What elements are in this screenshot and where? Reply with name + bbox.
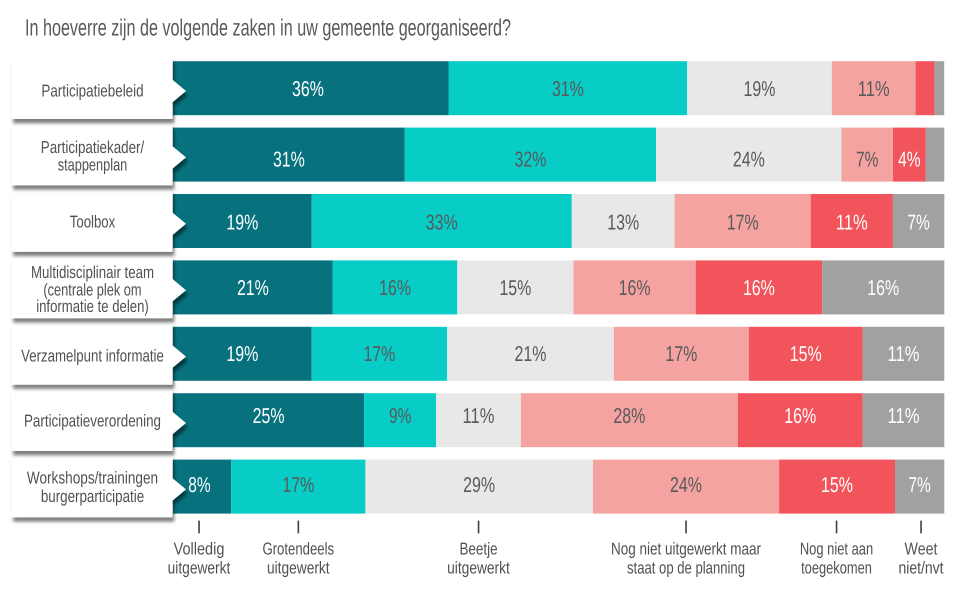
svg-text:19%: 19% [744, 77, 776, 101]
svg-text:9%: 9% [389, 404, 411, 428]
svg-text:Verzamelpunt informatie: Verzamelpunt informatie [21, 346, 164, 366]
svg-text:Volledig: Volledig [174, 539, 225, 559]
svg-text:11%: 11% [463, 404, 495, 428]
svg-text:11%: 11% [836, 210, 868, 234]
svg-text:33%: 33% [426, 210, 458, 234]
svg-text:17%: 17% [665, 342, 697, 366]
svg-text:25%: 25% [253, 404, 285, 428]
svg-text:Participatiebeleid: Participatiebeleid [41, 80, 143, 100]
svg-text:stappenplan: stappenplan [58, 154, 128, 174]
svg-text:niet/nvt: niet/nvt [898, 558, 943, 578]
svg-text:(centrale plek om: (centrale plek om [43, 280, 141, 300]
svg-text:Toolbox: Toolbox [70, 211, 116, 231]
svg-text:Participatiekader/: Participatiekader/ [41, 137, 145, 157]
svg-text:Grotendeels: Grotendeels [262, 539, 334, 559]
svg-text:Multidisciplinair team: Multidisciplinair team [31, 262, 154, 282]
svg-text:8%: 8% [188, 473, 210, 497]
svg-text:13%: 13% [607, 210, 639, 234]
svg-text:Weet: Weet [905, 539, 938, 559]
svg-text:7%: 7% [856, 147, 878, 171]
svg-text:29%: 29% [463, 473, 495, 497]
svg-text:24%: 24% [733, 147, 765, 171]
svg-text:17%: 17% [282, 473, 314, 497]
svg-text:17%: 17% [727, 210, 759, 234]
svg-text:burgerparticipatie: burgerparticipatie [41, 486, 144, 506]
svg-text:19%: 19% [226, 342, 258, 366]
svg-text:21%: 21% [237, 276, 269, 300]
svg-text:informatie te delen): informatie te delen) [36, 296, 149, 316]
svg-text:15%: 15% [499, 276, 531, 300]
svg-text:Beetje: Beetje [459, 539, 497, 559]
svg-text:4%: 4% [898, 147, 920, 171]
svg-text:16%: 16% [867, 276, 899, 300]
svg-text:16%: 16% [619, 276, 651, 300]
svg-text:7%: 7% [907, 210, 929, 234]
svg-text:uitgewerkt: uitgewerkt [168, 558, 231, 578]
svg-text:28%: 28% [613, 404, 645, 428]
svg-text:21%: 21% [515, 342, 547, 366]
svg-text:Participatieverordening: Participatieverordening [24, 411, 161, 431]
svg-text:11%: 11% [858, 77, 890, 101]
svg-text:17%: 17% [363, 342, 395, 366]
svg-text:Workshops/trainingen: Workshops/trainingen [27, 467, 158, 487]
svg-text:11%: 11% [888, 404, 920, 428]
svg-text:15%: 15% [821, 473, 853, 497]
svg-text:uitgewerkt: uitgewerkt [447, 558, 510, 578]
svg-text:16%: 16% [743, 276, 775, 300]
svg-text:31%: 31% [273, 147, 305, 171]
svg-text:36%: 36% [292, 77, 324, 101]
svg-text:16%: 16% [784, 404, 816, 428]
svg-text:In hoeverre zijn de volgende z: In hoeverre zijn de volgende zaken in uw… [25, 14, 511, 40]
svg-text:staat op de planning: staat op de planning [627, 558, 745, 578]
svg-text:16%: 16% [379, 276, 411, 300]
svg-text:11%: 11% [888, 342, 920, 366]
svg-text:Nog niet aan: Nog niet aan [800, 539, 873, 559]
svg-text:24%: 24% [670, 473, 702, 497]
svg-text:19%: 19% [226, 210, 258, 234]
svg-text:Nog niet uitgewerkt maar: Nog niet uitgewerkt maar [611, 539, 761, 559]
svg-text:32%: 32% [515, 147, 547, 171]
svg-text:31%: 31% [552, 77, 584, 101]
svg-text:15%: 15% [790, 342, 822, 366]
svg-text:toegekomen: toegekomen [801, 558, 872, 578]
svg-text:7%: 7% [908, 473, 930, 497]
svg-text:uitgewerkt: uitgewerkt [267, 558, 330, 578]
